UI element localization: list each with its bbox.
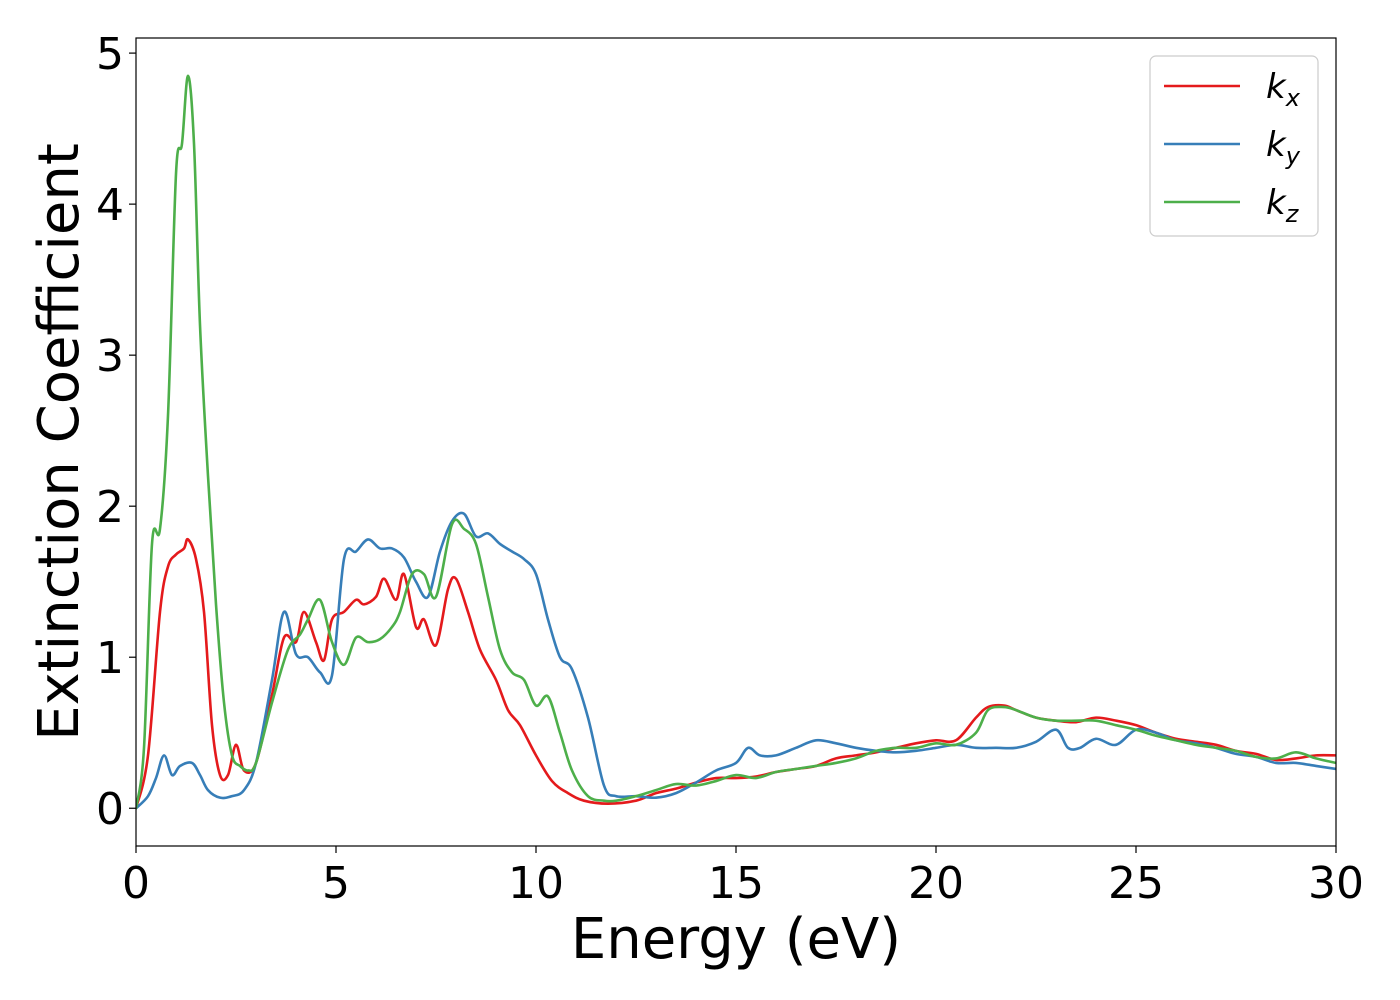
legend-label-subscript: y [1285, 142, 1301, 170]
legend-label-kx: kx [1266, 67, 1301, 112]
x-tick-label: 25 [1108, 858, 1164, 909]
series-line-ky [136, 511, 1336, 810]
y-axis-ticks: 0 1 2 3 4 5 [96, 29, 136, 835]
y-tick-label: 3 [96, 331, 124, 382]
x-tick-label: 20 [908, 858, 964, 909]
y-tick-label: 4 [96, 180, 124, 231]
series-layer [136, 74, 1336, 810]
legend-label-symbol: k [1266, 67, 1287, 107]
legend-box [1149, 55, 1319, 237]
x-tick-label: 10 [508, 858, 564, 909]
x-tick-label: 0 [122, 858, 150, 909]
x-axis-title: Energy (eV) [571, 907, 901, 972]
y-tick-label: 5 [96, 29, 124, 80]
series-line-kz [136, 74, 1336, 810]
legend-label-subscript: x [1285, 84, 1301, 112]
legend-label-symbol: k [1266, 125, 1287, 165]
x-tick-label: 15 [708, 858, 764, 909]
x-tick-label: 5 [322, 858, 350, 909]
y-axis-title: Extinction Coefficient [27, 143, 92, 741]
y-tick-label: 2 [96, 482, 124, 533]
legend-label-kz: kz [1266, 183, 1300, 228]
legend-label-symbol: k [1266, 183, 1287, 223]
y-tick-label: 0 [96, 784, 124, 835]
x-axis-ticks: 0 5 10 15 20 25 30 [122, 846, 1364, 909]
legend-label-ky: ky [1266, 125, 1301, 170]
legend-label-subscript: z [1285, 200, 1300, 228]
x-tick-label: 30 [1308, 858, 1364, 909]
y-tick-label: 1 [96, 633, 124, 684]
series-line-kx [136, 537, 1336, 810]
